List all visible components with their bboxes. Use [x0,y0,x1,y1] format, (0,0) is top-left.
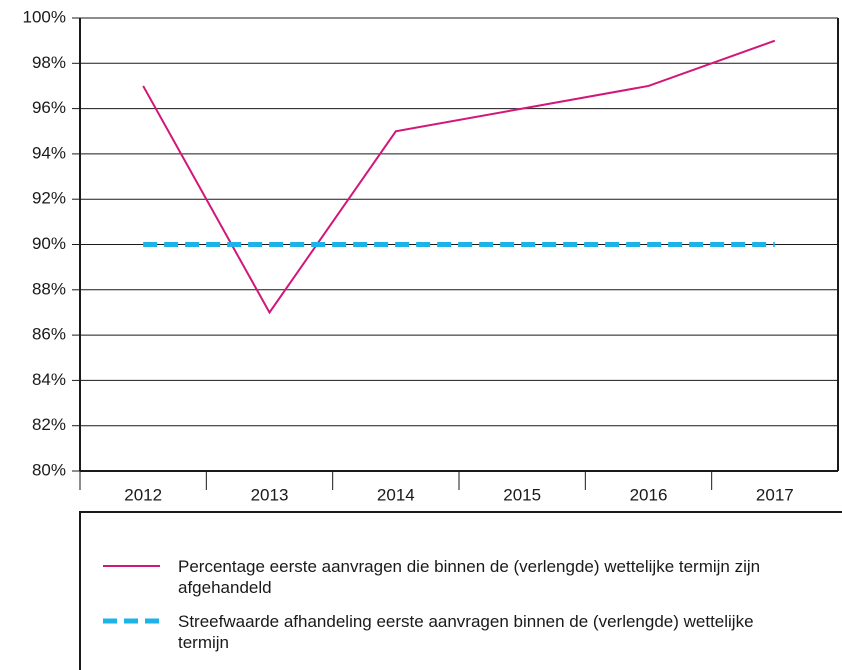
y-tick-label: 88% [32,279,66,298]
y-tick-label: 100% [23,7,66,26]
y-tick-label: 90% [32,234,66,253]
y-tick-label: 96% [32,98,66,117]
y-tick-label: 80% [32,460,66,479]
legend-label: Streefwaarde afhandeling eerste aanvrage… [178,612,754,652]
y-tick-label: 92% [32,189,66,208]
legend-box [79,511,842,670]
y-tick-label: 82% [32,415,66,434]
x-tick-label: 2016 [630,485,668,504]
y-tick-label: 94% [32,143,66,162]
y-tick-label: 86% [32,325,66,344]
x-tick-label: 2017 [756,485,794,504]
x-tick-label: 2013 [251,485,289,504]
legend-label: Percentage eerste aanvragen die binnen d… [178,557,761,597]
y-tick-label: 84% [32,370,66,389]
x-tick-label: 2014 [377,485,415,504]
x-tick-label: 2012 [124,485,162,504]
y-tick-label: 98% [32,53,66,72]
series-line [142,39,776,315]
x-tick-label: 2015 [503,485,541,504]
